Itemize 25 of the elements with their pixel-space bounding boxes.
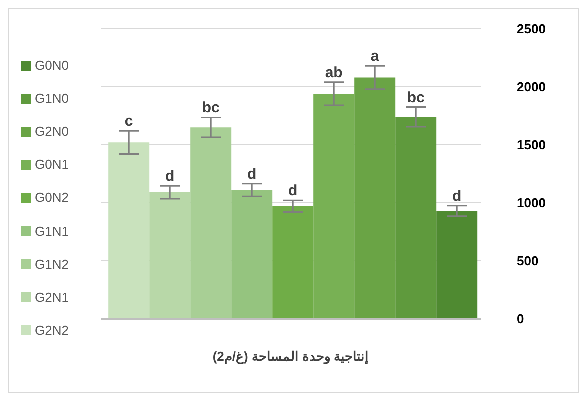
data-label: bc — [407, 89, 425, 106]
legend-label: G2N1 — [35, 290, 69, 305]
data-label: bc — [202, 100, 220, 117]
legend-label: G2N0 — [35, 124, 69, 140]
data-label: d — [452, 188, 462, 205]
legend-label: G0N2 — [35, 190, 69, 206]
legend-label: G0N0 — [35, 58, 69, 74]
x-axis-title: إنتاجية وحدة المساحة (غ/م2) — [212, 349, 370, 365]
y-tick-label: 1000 — [517, 196, 546, 211]
data-label: c — [124, 113, 134, 130]
y-tick-label: 2500 — [517, 22, 546, 37]
data-label: ab — [325, 64, 343, 82]
data-label: d — [248, 166, 257, 183]
legend-label: G1N2 — [35, 256, 69, 272]
legend-label: G0N1 — [35, 157, 69, 172]
data-label: a — [370, 48, 380, 66]
legend-label: G1N0 — [35, 91, 69, 106]
legend-label: G2N2 — [35, 322, 69, 338]
y-tick-label: 500 — [517, 254, 539, 269]
y-tick-label: 2000 — [517, 80, 546, 95]
y-tick-label: 1500 — [517, 138, 546, 153]
legend-label: G1N1 — [35, 224, 69, 239]
data-label: d — [166, 168, 175, 186]
data-label: d — [288, 182, 298, 200]
y-tick-label: 0 — [517, 312, 524, 327]
